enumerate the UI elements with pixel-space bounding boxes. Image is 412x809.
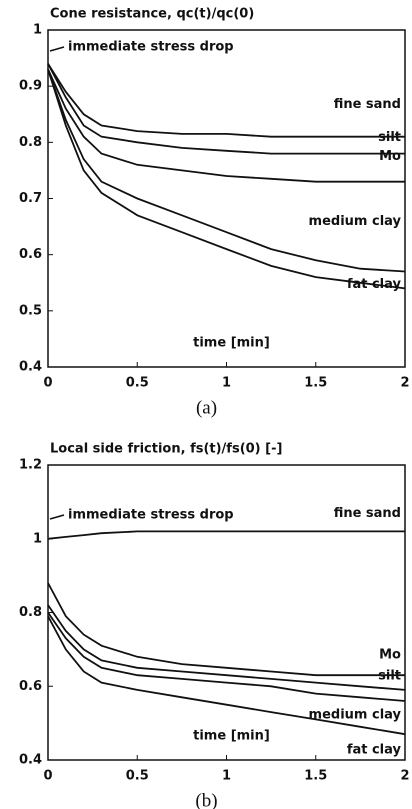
caption: (b)	[195, 790, 217, 809]
series-label: Mo	[379, 149, 401, 164]
series-line	[47, 63, 405, 155]
series-line	[47, 611, 406, 702]
series-line	[47, 530, 405, 540]
y-tick-label: 0.4	[19, 360, 42, 375]
y-tick-label: 0.8	[19, 135, 42, 150]
y-tick-label: 0.7	[19, 191, 42, 206]
x-tick-label: 0.5	[126, 376, 149, 391]
y-tick-label: 0.5	[19, 303, 42, 318]
y-tick-label: 0.6	[19, 247, 42, 262]
series-line	[47, 604, 406, 691]
annotation-pointer	[49, 514, 65, 520]
x-tick-label: 1.5	[304, 769, 327, 784]
series-line	[47, 69, 406, 290]
series-label: silt	[378, 130, 401, 145]
x-tick-label: 0	[43, 376, 52, 391]
series-label: fine sand	[334, 97, 401, 112]
plot-frame	[47, 29, 406, 368]
chart-title: Cone resistance, qc(t)/qc(0)	[50, 7, 254, 22]
annotation: immediate stress drop	[68, 40, 234, 55]
x-tick-label: 1.5	[304, 376, 327, 391]
x-tick-label: 2	[400, 376, 409, 391]
series-label: fat clay	[347, 743, 402, 758]
series-line	[47, 615, 406, 736]
series-label: fine sand	[334, 506, 401, 521]
y-tick-label: 1.2	[19, 458, 42, 473]
x-tick-label: 0	[43, 769, 52, 784]
x-axis-label: time [min]	[193, 729, 270, 744]
x-tick-label: 0.5	[126, 769, 149, 784]
annotation: immediate stress drop	[68, 508, 234, 523]
series-label: medium clay	[309, 214, 402, 229]
series-line	[47, 68, 405, 183]
x-axis-label: time [min]	[193, 336, 270, 351]
y-tick-label: 1	[33, 23, 42, 38]
series-line	[47, 582, 405, 677]
caption: (a)	[196, 397, 217, 418]
x-tick-label: 2	[400, 769, 409, 784]
annotation-pointer	[49, 46, 65, 52]
y-tick-label: 0.9	[19, 79, 42, 94]
x-tick-label: 1	[222, 769, 231, 784]
series-label: fat clay	[347, 277, 402, 292]
series-label: medium clay	[309, 708, 402, 723]
series-line	[47, 63, 405, 138]
y-tick-label: 1	[33, 531, 42, 546]
x-tick-label: 1	[222, 376, 231, 391]
chart-title: Local side friction, fs(t)/fs(0) [-]	[50, 442, 282, 457]
series-label: Mo	[379, 648, 401, 663]
y-tick-label: 0.8	[19, 605, 42, 620]
series-label: silt	[378, 668, 401, 683]
y-tick-label: 0.4	[19, 753, 42, 768]
y-tick-label: 0.6	[19, 679, 42, 694]
series-line	[47, 69, 406, 273]
